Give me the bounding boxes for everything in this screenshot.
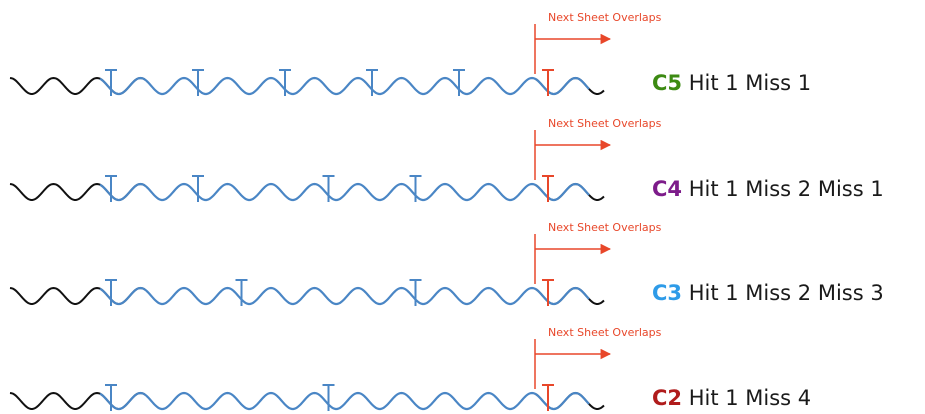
row-label-c2: C2 Hit 1 Miss 4 bbox=[652, 388, 811, 409]
current-sheet bbox=[99, 286, 590, 306]
row-label-c4: C4 Hit 1 Miss 2 Miss 1 bbox=[652, 179, 884, 200]
row-code: C5 bbox=[652, 71, 683, 95]
current-sheet bbox=[99, 182, 590, 202]
row-code: C4 bbox=[652, 177, 683, 201]
row-label-c3: C3 Hit 1 Miss 2 Miss 3 bbox=[652, 283, 884, 304]
row-description: Hit 1 Miss 2 Miss 1 bbox=[682, 177, 884, 201]
row-description: Hit 1 Miss 2 Miss 3 bbox=[682, 281, 884, 305]
row-label-c5: C5 Hit 1 Miss 1 bbox=[652, 73, 811, 94]
row-code: C3 bbox=[652, 281, 683, 305]
overlap-label: Next Sheet Overlaps bbox=[548, 11, 662, 24]
current-sheet bbox=[99, 76, 590, 96]
overlap-label: Next Sheet Overlaps bbox=[548, 326, 662, 339]
overlap-label: Next Sheet Overlaps bbox=[548, 221, 662, 234]
current-sheet bbox=[99, 391, 590, 411]
row-description: Hit 1 Miss 1 bbox=[682, 71, 812, 95]
overlap-label: Next Sheet Overlaps bbox=[548, 117, 662, 130]
row-code: C2 bbox=[652, 386, 683, 410]
row-description: Hit 1 Miss 4 bbox=[682, 386, 812, 410]
